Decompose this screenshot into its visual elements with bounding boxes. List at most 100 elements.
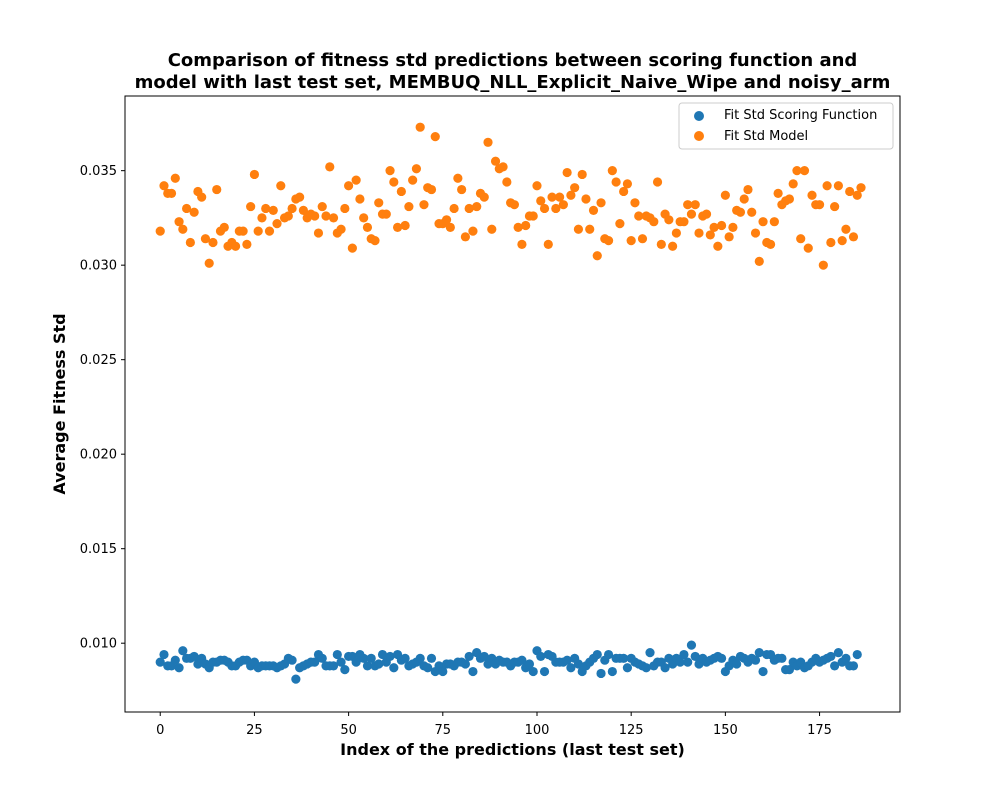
data-point-model	[185, 237, 195, 248]
data-point-model	[490, 156, 501, 166]
data-point-model	[619, 186, 629, 197]
data-point-model	[724, 232, 734, 242]
data-point-model	[246, 201, 256, 212]
data-point-model	[257, 213, 267, 223]
data-point-scoring	[536, 651, 546, 662]
data-point-model	[208, 237, 218, 248]
data-point-model	[249, 169, 260, 180]
data-point-model	[558, 200, 568, 210]
data-point-model	[841, 224, 851, 234]
data-point-model	[374, 198, 384, 208]
data-point-model	[694, 228, 704, 238]
legend-label-scoring: Fit Std Scoring Function	[724, 108, 877, 123]
data-point-model	[837, 236, 847, 246]
y-tick-label: 0.035	[80, 164, 117, 179]
legend-marker-model	[694, 131, 704, 141]
data-point-model	[419, 200, 429, 210]
data-point-model	[773, 188, 783, 198]
data-point-model	[758, 217, 768, 227]
data-point-scoring	[328, 661, 339, 671]
data-point-model	[155, 226, 165, 236]
data-point-model	[856, 183, 866, 193]
data-point-scoring	[310, 657, 320, 667]
data-point-model	[713, 241, 723, 251]
data-point-model	[539, 203, 550, 214]
data-point-model	[826, 237, 836, 248]
data-point-model	[833, 181, 844, 191]
data-point-scoring	[362, 661, 373, 671]
data-point-scoring	[592, 649, 602, 660]
data-point-model	[728, 222, 738, 232]
data-point-scoring	[155, 657, 165, 667]
data-point-model	[547, 192, 557, 202]
data-point-model	[592, 251, 602, 261]
data-point-scoring	[562, 655, 572, 665]
data-point-model	[509, 200, 519, 210]
data-points	[155, 122, 866, 684]
data-point-model	[585, 224, 595, 234]
data-point-model	[683, 200, 693, 210]
legend-box	[678, 102, 894, 150]
data-point-model	[566, 190, 576, 200]
data-point-model	[264, 226, 275, 236]
data-point-scoring	[758, 666, 768, 677]
data-point-model	[464, 203, 474, 214]
data-point-model	[845, 186, 855, 197]
data-point-model	[283, 211, 293, 221]
x-tick-label: 75	[435, 723, 452, 738]
data-point-model	[411, 164, 422, 174]
data-point-model	[769, 217, 779, 227]
data-point-scoring	[619, 653, 629, 663]
data-point-model	[392, 222, 403, 232]
data-point-model	[182, 203, 192, 214]
data-point-scoring	[784, 665, 795, 675]
data-point-model	[822, 181, 832, 191]
data-point-scoring	[291, 674, 301, 684]
data-point-model	[754, 256, 764, 266]
legend: Fit Std Scoring Function Fit Std Model	[678, 102, 894, 150]
data-point-scoring	[607, 666, 617, 677]
data-point-model	[219, 222, 229, 232]
y-tick-label: 0.030	[80, 259, 117, 274]
data-point-model	[317, 201, 327, 212]
y-tick-label: 0.015	[80, 542, 117, 557]
data-point-model	[404, 201, 414, 212]
data-point-model	[551, 203, 561, 214]
data-point-model	[408, 175, 418, 185]
data-point-scoring	[174, 663, 184, 673]
data-point-model	[596, 198, 606, 208]
data-point-model	[799, 166, 810, 176]
data-point-model	[739, 194, 749, 204]
data-point-model	[814, 200, 825, 210]
data-point-model	[325, 162, 335, 172]
data-point-model	[818, 260, 828, 270]
x-tick-label: 50	[340, 723, 357, 738]
data-point-model	[701, 209, 712, 219]
data-point-model	[189, 207, 199, 217]
data-point-model	[588, 205, 599, 215]
data-point-model	[652, 177, 663, 187]
data-point-model	[765, 239, 776, 249]
data-point-model	[521, 220, 531, 231]
data-point-scoring	[351, 657, 361, 667]
data-point-model	[344, 181, 354, 191]
data-point-model	[298, 205, 308, 215]
data-point-model	[709, 222, 719, 232]
data-point-model	[792, 166, 802, 176]
data-point-scoring	[374, 659, 384, 669]
data-point-model	[400, 220, 410, 231]
data-point-scoring	[389, 663, 399, 673]
data-point-model	[581, 194, 591, 204]
data-point-scoring	[528, 666, 538, 677]
data-point-model	[573, 224, 584, 234]
x-tick-label: 25	[246, 723, 263, 738]
data-point-scoring	[377, 649, 388, 660]
data-point-model	[272, 218, 282, 229]
x-axis-label: Index of the predictions (last test set)	[340, 740, 685, 759]
data-point-model	[668, 241, 678, 251]
data-point-model	[543, 239, 553, 249]
data-point-model	[852, 190, 862, 200]
y-axis-ticks: 0.010 0.015 0.020 0.025 0.030 0.035	[80, 164, 125, 652]
data-point-model	[426, 184, 437, 195]
data-point-model	[603, 236, 614, 246]
